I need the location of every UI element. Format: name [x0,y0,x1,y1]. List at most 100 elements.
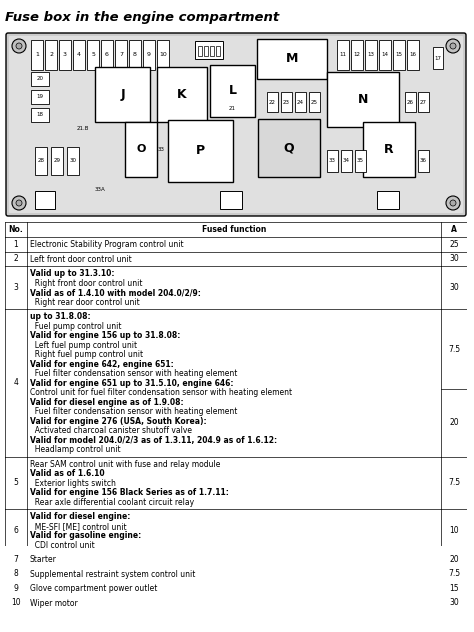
FancyBboxPatch shape [6,33,466,216]
Text: 17: 17 [435,56,441,61]
Text: Supplemental restraint system control unit: Supplemental restraint system control un… [30,570,195,579]
Text: 22: 22 [269,99,276,104]
Text: 19: 19 [36,95,44,99]
Text: Valid up to 31.3.10:: Valid up to 31.3.10: [30,269,115,278]
Bar [295,92,306,112]
FancyBboxPatch shape [9,36,463,213]
Text: Exterior lights switch: Exterior lights switch [30,479,116,488]
Text: 8: 8 [133,52,137,58]
Text: CDI control unit: CDI control unit [30,541,95,550]
Text: 16: 16 [410,52,417,58]
Bar [87,40,99,70]
Bar [355,150,366,172]
Bar [267,92,278,112]
Text: 4: 4 [77,52,81,58]
Circle shape [450,200,456,206]
Bar [157,40,169,70]
Bar [309,92,320,112]
Bar [210,46,214,56]
Text: Fused function: Fused function [202,225,266,234]
Bar [341,150,352,172]
Text: Valid for diesel engine:: Valid for diesel engine: [30,513,130,521]
Text: O: O [137,145,146,154]
Text: No.: No. [9,225,23,234]
Text: Valid for engine 156 up to 31.8.08:: Valid for engine 156 up to 31.8.08: [30,331,181,340]
Bar [35,147,47,175]
Text: 7.5: 7.5 [448,478,460,487]
Bar [95,67,150,122]
Text: Valid for engine 642, engine 651:: Valid for engine 642, engine 651: [30,360,174,368]
Bar [377,191,399,209]
Text: 34: 34 [343,159,350,164]
Circle shape [446,196,460,210]
Bar [281,92,292,112]
Text: Valid for diesel engine as of 1.9.08:: Valid for diesel engine as of 1.9.08: [30,398,183,407]
Text: up to 31.8.08:: up to 31.8.08: [30,312,91,321]
Text: 33A: 33A [95,186,105,191]
Text: 7: 7 [14,555,18,564]
Text: 8: 8 [14,569,18,578]
Bar [129,40,141,70]
Bar [365,40,377,70]
Bar [337,40,349,70]
Text: 10: 10 [11,599,21,607]
Bar [210,65,255,117]
Text: 4: 4 [14,378,18,387]
Bar [101,40,113,70]
Bar [198,46,202,56]
Bar [258,119,320,177]
Bar [418,150,429,172]
Bar [35,191,55,209]
Text: 1: 1 [14,240,18,249]
Text: Control unit for fuel filter condensation sensor with heating element: Control unit for fuel filter condensatio… [30,388,292,398]
Text: 11: 11 [339,52,346,58]
Text: Right fuel pump control unit: Right fuel pump control unit [30,350,143,359]
Text: Valid for engine 276 (USA, South Korea):: Valid for engine 276 (USA, South Korea): [30,416,207,426]
Text: Left front door control unit: Left front door control unit [30,255,132,264]
Text: 2: 2 [49,52,53,58]
Circle shape [446,39,460,53]
Bar [405,92,416,112]
Text: Rear axle differential coolant circuit relay: Rear axle differential coolant circuit r… [30,498,194,507]
Bar [59,40,71,70]
Bar [31,108,49,122]
Bar [407,40,419,70]
Bar [143,40,155,70]
Text: 24: 24 [297,99,304,104]
Text: Electronic Stability Program control unit: Electronic Stability Program control uni… [30,240,183,249]
Text: Activated charcoal canister shutoff valve: Activated charcoal canister shutoff valv… [30,426,192,435]
Text: 27: 27 [420,99,427,104]
Bar [351,40,363,70]
Circle shape [16,43,22,49]
Text: 3: 3 [63,52,67,58]
Text: 25: 25 [311,99,318,104]
Text: 30: 30 [449,254,459,264]
Bar [220,191,242,209]
Bar [393,40,405,70]
Text: 35: 35 [357,159,364,164]
Text: Q: Q [283,142,294,154]
Text: 12: 12 [354,52,361,58]
Text: A: A [451,225,457,234]
Bar [257,39,327,79]
Text: 33: 33 [157,147,164,152]
Bar [363,122,415,177]
Bar [204,46,208,56]
Text: Valid for model 204.0/2/3 as of 1.3.11, 204.9 as of 1.6.12:: Valid for model 204.0/2/3 as of 1.3.11, … [30,435,277,445]
Bar [195,41,223,59]
Text: J: J [120,88,125,101]
Text: 30: 30 [70,159,76,164]
Bar [31,90,49,104]
Text: 15: 15 [395,52,402,58]
Text: L: L [228,85,237,97]
Text: Fuel pump control unit: Fuel pump control unit [30,322,121,331]
Bar [433,47,443,69]
Text: 21: 21 [229,107,236,111]
Text: 23: 23 [283,99,290,104]
Text: M: M [286,52,298,66]
Bar [31,72,49,86]
Text: 7.5: 7.5 [448,344,460,353]
Bar [45,40,57,70]
Text: 9: 9 [147,52,151,58]
Text: 18: 18 [36,112,44,118]
